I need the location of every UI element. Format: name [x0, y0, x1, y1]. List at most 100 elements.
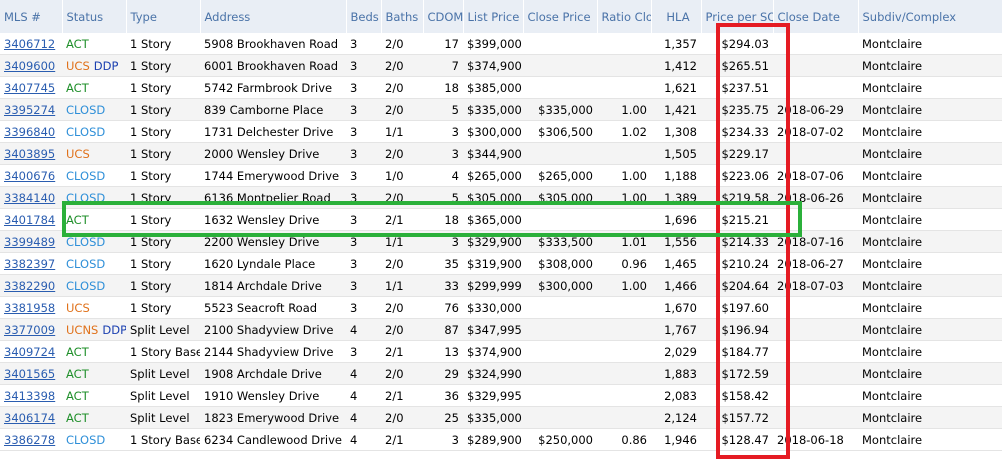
type-cell: Split Level [126, 384, 200, 407]
header-row: MLS # Status Type Address Beds Baths CDO… [0, 0, 1002, 33]
table-row[interactable]: 3386278 CLOSD 1 Story Base 6234 Candlewood … [0, 428, 1002, 451]
close-price-cell [523, 76, 597, 99]
beds-cell: 3 [346, 274, 381, 297]
col-header-list-price[interactable]: List Price [463, 0, 524, 33]
mls-link[interactable]: 3401784 [0, 208, 62, 231]
address-cell: 1814 Archdale Drive [200, 274, 346, 297]
baths-cell: 2/1 [381, 208, 423, 231]
status-cell: CLOSD [62, 164, 126, 187]
beds-cell: 3 [346, 186, 381, 209]
ratio-cell [597, 54, 651, 77]
cdom-cell: 4 [423, 164, 463, 187]
col-header-address[interactable]: Address [200, 0, 347, 33]
ratio-cell: 0.86 [597, 428, 651, 451]
type-cell: 1 Story [126, 120, 200, 143]
listings-table: MLS # Status Type Address Beds Baths CDO… [0, 0, 1002, 451]
mls-link[interactable]: 3377009 [0, 318, 62, 341]
close-date-cell [773, 340, 858, 363]
mls-link[interactable]: 3382397 [0, 252, 62, 275]
table-row[interactable]: 3407745 ACT 1 Story 5742 Farmbrook Drive 3 2/… [0, 76, 1002, 99]
col-header-baths[interactable]: Baths [381, 0, 424, 33]
table-row[interactable]: 3384140 CLOSD 1 Story 6136 Montpelier Road 3… [0, 186, 1002, 209]
hla-cell: 1,767 [651, 318, 701, 341]
col-header-subdiv[interactable]: Subdiv/Complex [858, 0, 1002, 33]
table-row[interactable]: 3413398 ACT Split Level 1910 Wensley Drive 4… [0, 384, 1002, 407]
col-header-status[interactable]: Status [62, 0, 127, 33]
cdom-cell: 5 [423, 186, 463, 209]
close-date-cell [773, 33, 858, 55]
mls-link[interactable]: 3413398 [0, 384, 62, 407]
table-row[interactable]: 3403895 UCS 1 Story 2000 Wensley Drive 3 2/0 3… [0, 142, 1002, 165]
col-header-hla[interactable]: HLA [651, 0, 702, 33]
table-row[interactable]: 3381958 UCS 1 Story 5523 Seacroft Road 3 2/0 7… [0, 296, 1002, 319]
close-date-cell [773, 384, 858, 407]
subdiv-cell: Montclaire [858, 186, 1002, 209]
status-cell: ACT [62, 406, 126, 429]
col-header-beds[interactable]: Beds [346, 0, 382, 33]
table-row[interactable]: 3382290 CLOSD 1 Story 1814 Archdale Drive 3 1… [0, 274, 1002, 297]
table-row[interactable]: 3399489 CLOSD 1 Story 2200 Wensley Drive 3 1/… [0, 230, 1002, 253]
table-row[interactable]: 3401565 ACT Split Level 1908 Archdale Drive… [0, 362, 1002, 385]
close-price-cell [523, 33, 597, 55]
table-row[interactable]: 3382397 CLOSD 1 Story 1620 Lyndale Place 3 2/… [0, 252, 1002, 275]
status-badge: UCS [66, 300, 90, 315]
mls-link[interactable]: 3400676 [0, 164, 62, 187]
close-date-cell: 2018-07-06 [773, 164, 858, 187]
mls-link[interactable]: 3384140 [0, 186, 62, 209]
table-row[interactable]: 3409600 UCS DDP 1 Story 6001 Brookhaven Road… [0, 54, 1002, 77]
type-cell: 1 Story [126, 76, 200, 99]
mls-link[interactable]: 3403895 [0, 142, 62, 165]
price-per-sqft-cell: $214.33 [701, 230, 773, 253]
table-row[interactable]: 3406712 ACT 1 Story 5908 Brookhaven Road 3 2/… [0, 33, 1002, 55]
mls-link[interactable]: 3386278 [0, 428, 62, 451]
hla-cell: 1,188 [651, 164, 701, 187]
close-date-cell: 2018-07-03 [773, 274, 858, 297]
mls-link[interactable]: 3395274 [0, 98, 62, 121]
type-cell: 1 Story [126, 142, 200, 165]
address-cell: 2200 Wensley Drive [200, 230, 346, 253]
mls-link[interactable]: 3406174 [0, 406, 62, 429]
beds-cell: 4 [346, 406, 381, 429]
list-price-cell: $324,990 [463, 362, 523, 385]
col-header-cdom[interactable]: CDOM [423, 0, 464, 33]
beds-cell: 3 [346, 76, 381, 99]
mls-link[interactable]: 3382290 [0, 274, 62, 297]
mls-link[interactable]: 3396840 [0, 120, 62, 143]
table-row[interactable]: 3395274 CLOSD 1 Story 839 Camborne Place 3 2/… [0, 98, 1002, 121]
baths-cell: 2/0 [381, 252, 423, 275]
status-badge: CLOSD [66, 278, 106, 293]
col-header-type[interactable]: Type [126, 0, 201, 33]
address-cell: 1908 Archdale Drive [200, 362, 346, 385]
cdom-cell: 5 [423, 98, 463, 121]
col-header-mls[interactable]: MLS # [0, 0, 63, 33]
type-cell: 1 Story [126, 296, 200, 319]
col-header-close-date[interactable]: Close Date [773, 0, 859, 33]
table-row[interactable]: 3377009 UCNS DDP Split Level 2100 Shadyview … [0, 318, 1002, 341]
mls-link[interactable]: 3409724 [0, 340, 62, 363]
mls-link[interactable]: 3381958 [0, 296, 62, 319]
table-row[interactable]: 3400676 CLOSD 1 Story 1744 Emerywood Drive 3… [0, 164, 1002, 187]
col-header-close-price[interactable]: Close Price [523, 0, 598, 33]
table-row[interactable]: 3401784 ACT 1 Story 1632 Wensley Drive 3 2/1 1… [0, 208, 1002, 231]
subdiv-cell: Montclaire [858, 230, 1002, 253]
table-row[interactable]: 3409724 ACT 1 Story Base 2144 Shadyview Dri… [0, 340, 1002, 363]
table-row[interactable]: 3396840 CLOSD 1 Story 1731 Delchester Drive… [0, 120, 1002, 143]
mls-link[interactable]: 3401565 [0, 362, 62, 385]
mls-link[interactable]: 3407745 [0, 76, 62, 99]
ratio-cell [597, 340, 651, 363]
baths-cell: 2/0 [381, 296, 423, 319]
status-badge: CLOSD [66, 102, 106, 117]
mls-link[interactable]: 3409600 [0, 54, 62, 77]
hla-cell: 1,556 [651, 230, 701, 253]
mls-link[interactable]: 3406712 [0, 33, 62, 55]
status-badge: ACT [66, 212, 89, 227]
cdom-cell: 18 [423, 76, 463, 99]
col-header-ratio[interactable]: Ratio Clo [597, 0, 652, 33]
mls-link[interactable]: 3399489 [0, 230, 62, 253]
close-price-cell [523, 208, 597, 231]
close-price-cell: $308,000 [523, 252, 597, 275]
close-date-cell [773, 406, 858, 429]
col-header-price-per-sqft[interactable]: Price per SQ [701, 0, 774, 33]
table-row[interactable]: 3406174 ACT Split Level 1823 Emerywood Driv… [0, 406, 1002, 429]
close-date-cell [773, 296, 858, 319]
